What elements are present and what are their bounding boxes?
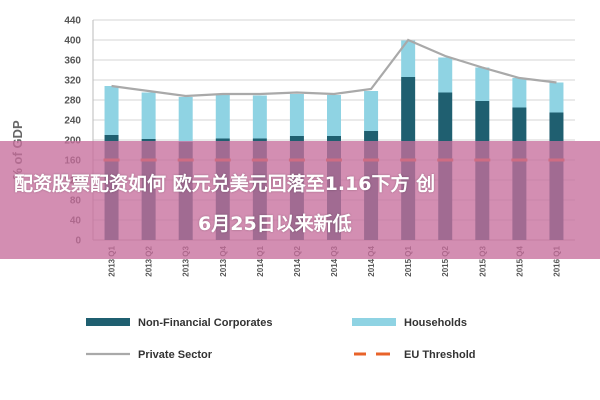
overlay-text-line2: 6月25日以来新低 [198, 213, 352, 235]
x-tick-label: 2013 Q3 [182, 245, 191, 276]
x-tick-label: 2015 Q3 [478, 245, 487, 276]
bar-households [401, 40, 416, 77]
x-axis-ticks: 2013 Q1 2013 Q2 2013 Q3 2013 Q4 2014 Q1 2014 … [108, 245, 562, 276]
bar-households [289, 94, 304, 136]
y-tick-label: 400 [64, 36, 81, 47]
bar-households [364, 91, 379, 131]
x-tick-label: 2014 Q4 [367, 245, 376, 276]
bar-households [104, 86, 119, 135]
bar-households [327, 95, 341, 136]
legend-label: Private Sector [138, 349, 213, 361]
overlay-text-line1: 配资股票配资如何 欧元兑美元回落至1.16下方 创 [14, 173, 436, 195]
legend-label: Non-Financial Corporates [138, 317, 272, 329]
legend-swatch [352, 318, 396, 326]
bar-households [475, 67, 490, 101]
y-tick-label: 440 [64, 16, 81, 27]
bar-households [512, 78, 527, 108]
x-tick-label: 2015 Q2 [441, 245, 450, 276]
legend-swatch [86, 318, 130, 326]
bar-households [178, 97, 193, 142]
x-tick-label: 2015 Q1 [404, 245, 413, 276]
bar-households [141, 92, 156, 139]
y-tick-label: 320 [64, 76, 81, 87]
x-tick-label: 2013 Q4 [219, 245, 228, 276]
y-tick-label: 240 [64, 116, 81, 127]
x-tick-label: 2014 Q1 [256, 245, 265, 276]
x-tick-label: 2013 Q2 [145, 245, 154, 276]
x-tick-label: 2016 Q1 [552, 245, 561, 276]
line-private-sector [111, 38, 557, 98]
y-tick-label: 360 [64, 56, 81, 67]
x-tick-label: 2014 Q2 [293, 245, 302, 276]
y-tick-label: 280 [64, 96, 81, 107]
bar-households [438, 57, 453, 93]
legend-label: Households [404, 317, 467, 329]
overlay-banner: 配资股票配资如何 欧元兑美元回落至1.16下方 创 6月25日以来新低 [0, 141, 600, 259]
legend-label: EU Threshold [404, 349, 476, 361]
bar-households [549, 82, 564, 113]
x-tick-label: 2015 Q4 [515, 245, 524, 276]
legend: Non-Financial Corporates Households Privat… [86, 317, 476, 361]
bar-households [252, 95, 267, 139]
x-tick-label: 2014 Q3 [330, 245, 339, 276]
bar-households [215, 94, 230, 139]
x-tick-label: 2013 Q1 [108, 245, 117, 276]
